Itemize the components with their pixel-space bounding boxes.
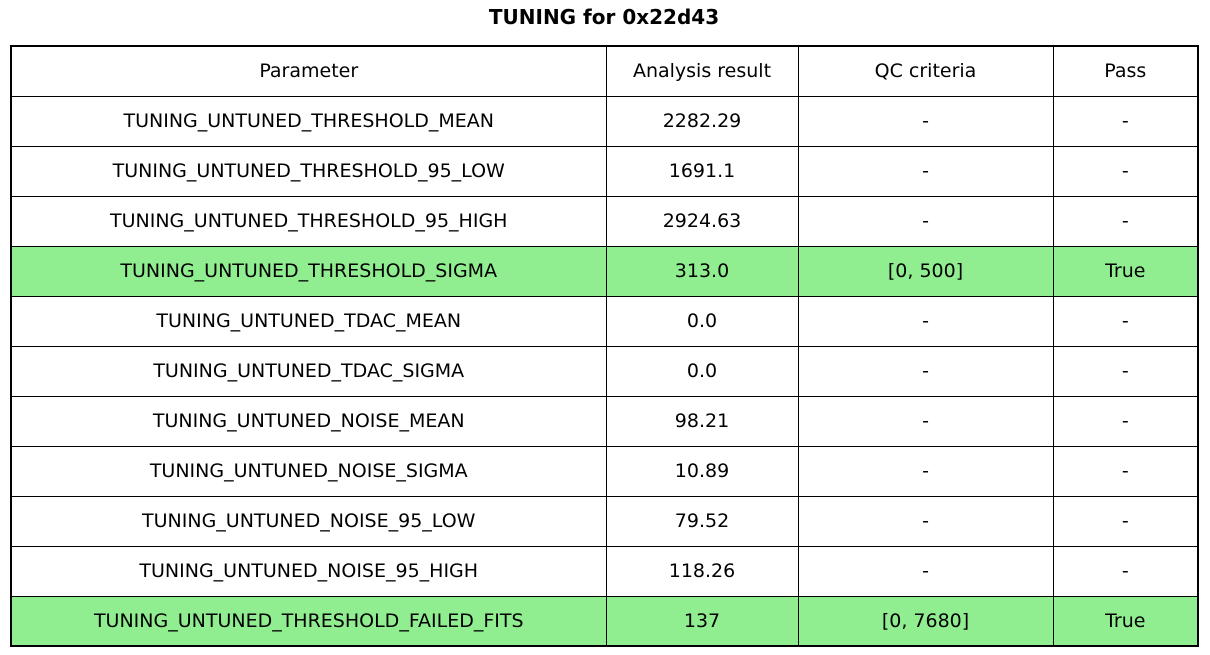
table-row: TUNING_UNTUNED_NOISE_SIGMA 10.89- - <box>10 445 1199 497</box>
figure-title: TUNING for 0x22d43 <box>488 5 720 29</box>
cell-parameter: TUNING_UNTUNED_TDAC_SIGMA <box>10 345 607 397</box>
cell-qc-criteria: - <box>797 145 1054 197</box>
cell-analysis-result: 0.0 <box>605 295 799 347</box>
cell-parameter: TUNING_UNTUNED_THRESHOLD_SIGMA <box>10 245 607 297</box>
table-row: TUNING_UNTUNED_TDAC_MEAN 0.0- - <box>10 295 1199 347</box>
table-row: TUNING_UNTUNED_THRESHOLD_95_LOW 1691.1- - <box>10 145 1199 197</box>
cell-parameter: TUNING_UNTUNED_TDAC_MEAN <box>10 295 607 347</box>
table-row: TUNING_UNTUNED_NOISE_95_LOW 79.52- - <box>10 495 1199 547</box>
cell-pass: - <box>1052 395 1199 447</box>
cell-pass: - <box>1052 545 1199 597</box>
cell-analysis-result: 137 <box>605 595 799 647</box>
cell-parameter: TUNING_UNTUNED_THRESHOLD_FAILED_FITS <box>10 595 607 647</box>
cell-analysis-result: 79.52 <box>605 495 799 547</box>
cell-pass: - <box>1052 95 1199 147</box>
cell-analysis-result: 0.0 <box>605 345 799 397</box>
cell-qc-criteria: - <box>797 345 1054 397</box>
cell-pass: - <box>1052 445 1199 497</box>
table-row: TUNING_UNTUNED_THRESHOLD_95_HIGH 2924.63-… <box>10 195 1199 247</box>
table-row: TUNING_UNTUNED_THRESHOLD_SIGMA 313.0 [0, 5… <box>10 245 1199 297</box>
column-header-qc-criteria: QC criteria <box>797 45 1054 97</box>
table-body: TUNING_UNTUNED_THRESHOLD_MEAN 2282.29- - TU… <box>10 95 1199 647</box>
column-header-parameter: Parameter <box>10 45 607 97</box>
cell-parameter: TUNING_UNTUNED_THRESHOLD_95_HIGH <box>10 195 607 247</box>
cell-qc-criteria: - <box>797 495 1054 547</box>
column-header-analysis-result: Analysis result <box>605 45 799 97</box>
cell-parameter: TUNING_UNTUNED_THRESHOLD_MEAN <box>10 95 607 147</box>
cell-pass: True <box>1052 595 1199 647</box>
cell-analysis-result: 2924.63 <box>605 195 799 247</box>
cell-parameter: TUNING_UNTUNED_NOISE_95_HIGH <box>10 545 607 597</box>
cell-qc-criteria: [0, 500] <box>797 245 1054 297</box>
cell-qc-criteria: - <box>797 445 1054 497</box>
table-row: TUNING_UNTUNED_NOISE_95_HIGH 118.26- - <box>10 545 1199 597</box>
cell-analysis-result: 313.0 <box>605 245 799 297</box>
cell-qc-criteria: - <box>797 395 1054 447</box>
cell-pass: True <box>1052 245 1199 297</box>
cell-analysis-result: 2282.29 <box>605 95 799 147</box>
cell-qc-criteria: - <box>797 295 1054 347</box>
header-row: Parameter Analysis result QC criteria Pa… <box>10 45 1199 97</box>
cell-analysis-result: 98.21 <box>605 395 799 447</box>
cell-analysis-result: 1691.1 <box>605 145 799 197</box>
cell-pass: - <box>1052 295 1199 347</box>
table-row: TUNING_UNTUNED_TDAC_SIGMA 0.0- - <box>10 345 1199 397</box>
cell-parameter: TUNING_UNTUNED_NOISE_95_LOW <box>10 495 607 547</box>
cell-pass: - <box>1052 495 1199 547</box>
cell-qc-criteria: - <box>797 545 1054 597</box>
cell-parameter: TUNING_UNTUNED_NOISE_MEAN <box>10 395 607 447</box>
cell-qc-criteria: - <box>797 95 1054 147</box>
cell-parameter: TUNING_UNTUNED_NOISE_SIGMA <box>10 445 607 497</box>
qc-results-table: Parameter Analysis result QC criteria Pa… <box>10 45 1199 647</box>
cell-pass: - <box>1052 345 1199 397</box>
table-row: TUNING_UNTUNED_THRESHOLD_FAILED_FITS 137[… <box>10 595 1199 647</box>
table-row: TUNING_UNTUNED_THRESHOLD_MEAN 2282.29- - <box>10 95 1199 147</box>
cell-parameter: TUNING_UNTUNED_THRESHOLD_95_LOW <box>10 145 607 197</box>
cell-analysis-result: 10.89 <box>605 445 799 497</box>
table-row: TUNING_UNTUNED_NOISE_MEAN 98.21- - <box>10 395 1199 447</box>
cell-analysis-result: 118.26 <box>605 545 799 597</box>
cell-qc-criteria: [0, 7680] <box>797 595 1054 647</box>
cell-pass: - <box>1052 195 1199 247</box>
cell-pass: - <box>1052 145 1199 197</box>
cell-qc-criteria: - <box>797 195 1054 247</box>
column-header-pass: Pass <box>1052 45 1199 97</box>
